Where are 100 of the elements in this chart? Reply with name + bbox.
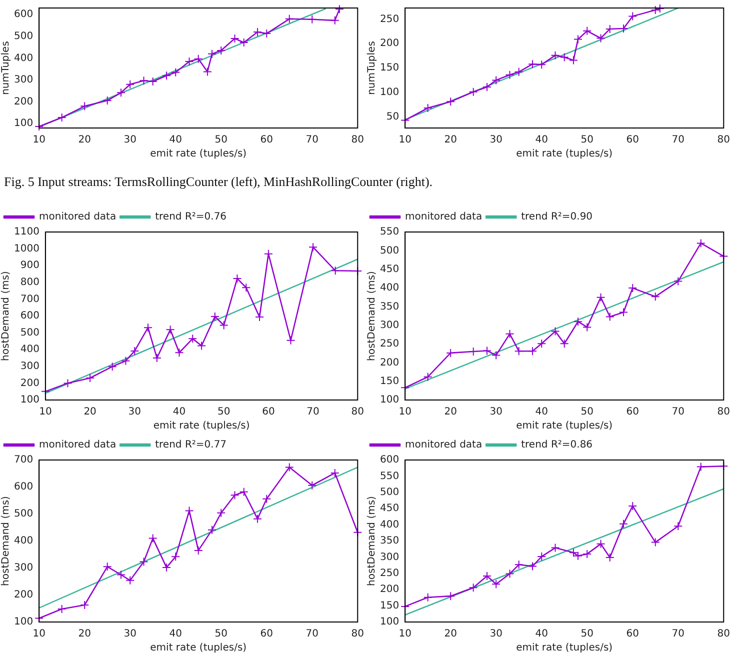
x-tick-label: 20 <box>444 628 457 640</box>
point <box>184 56 194 66</box>
point <box>619 308 628 317</box>
point <box>574 34 583 44</box>
y-tick-label: 500 <box>14 30 34 42</box>
point <box>63 378 72 388</box>
y-tick-label: 250 <box>380 568 400 579</box>
x-tick-label: 10 <box>398 406 412 418</box>
y-tick-label: 100 <box>380 394 400 406</box>
point <box>208 49 217 58</box>
point <box>284 462 294 472</box>
point <box>582 549 592 558</box>
y-tick-label: 800 <box>20 276 40 288</box>
y-axis-title: hostDemand (ms) <box>366 270 378 361</box>
point <box>202 67 212 76</box>
point <box>582 26 592 36</box>
point <box>596 34 606 43</box>
x-tick-label: 70 <box>306 628 318 640</box>
point <box>239 38 248 47</box>
point <box>468 346 478 356</box>
point <box>57 604 66 614</box>
x-tick-label: 30 <box>490 134 502 146</box>
x-tick-label: 60 <box>626 628 639 640</box>
x-axis-title: emit rate (tuples/s) <box>516 420 613 432</box>
x-tick-label: 40 <box>172 406 186 418</box>
point <box>216 46 226 56</box>
point <box>230 490 240 500</box>
y-tick-label: 150 <box>380 376 400 387</box>
x-tick-label: 10 <box>398 134 412 146</box>
point <box>537 339 546 348</box>
point <box>628 502 638 511</box>
x-tick-label: 70 <box>306 406 320 418</box>
point <box>446 348 456 358</box>
x-tick-label: 40 <box>535 406 548 418</box>
point <box>628 284 638 292</box>
x-tick-label: 30 <box>124 134 136 146</box>
y-tick-label: 50 <box>386 111 400 122</box>
point <box>423 104 432 112</box>
y-tick-label: 400 <box>380 519 400 530</box>
legend-label: trend R²=0.90 <box>521 212 593 223</box>
point <box>139 76 148 86</box>
x-tick-label: 80 <box>717 406 730 418</box>
point <box>650 5 660 14</box>
point <box>255 312 264 322</box>
point <box>514 346 524 356</box>
x-tick-label: 30 <box>124 628 136 640</box>
x-tick-label: 50 <box>580 134 594 146</box>
point <box>482 346 492 356</box>
point <box>446 592 456 601</box>
point <box>528 346 538 356</box>
caption: Fig. 5 Input streams: TermsRollingCounter (left), MinHashRollingCounter (right). <box>4 174 433 190</box>
y-tick-label: 400 <box>20 344 40 356</box>
point <box>492 580 501 589</box>
point <box>696 462 706 472</box>
point <box>232 274 242 284</box>
point <box>550 326 560 336</box>
x-tick-label: 10 <box>398 628 412 640</box>
y-tick-label: 300 <box>20 360 40 372</box>
point <box>308 242 318 252</box>
y-tick-label: 600 <box>380 454 400 466</box>
x-tick-label: 50 <box>214 134 228 146</box>
point <box>492 350 501 360</box>
y-tick-label: 600 <box>20 310 40 322</box>
point <box>650 292 660 302</box>
y-tick-label: 100 <box>380 86 400 98</box>
point <box>188 334 198 344</box>
y-tick-label: 300 <box>380 552 400 563</box>
y-tick-label: 350 <box>380 536 400 547</box>
point <box>330 468 340 478</box>
point <box>674 276 683 286</box>
y-tick-label: 100 <box>14 118 34 130</box>
y-tick-label: 550 <box>380 226 400 238</box>
y-tick-label: 250 <box>380 338 400 350</box>
point <box>605 553 614 562</box>
y-tick-label: 300 <box>14 74 34 86</box>
point <box>308 14 317 24</box>
point <box>86 373 95 382</box>
point <box>468 87 478 96</box>
point <box>482 571 492 580</box>
y-tick-label: 400 <box>380 282 400 294</box>
point <box>148 77 158 86</box>
y-tick-label: 400 <box>14 536 34 547</box>
point <box>446 97 456 106</box>
legend-label: trend R²=0.77 <box>155 440 227 451</box>
y-tick-label: 550 <box>380 470 400 482</box>
x-axis-title: emit rate (tuples/s) <box>516 148 613 160</box>
point <box>628 12 638 21</box>
point <box>308 480 317 490</box>
point <box>197 341 206 350</box>
point <box>108 362 117 372</box>
point <box>152 354 162 362</box>
legend-label: monitored data <box>405 440 482 451</box>
y-tick-label: 300 <box>380 320 400 331</box>
point <box>253 514 262 524</box>
point <box>80 600 90 610</box>
y-tick-label: 500 <box>20 327 40 338</box>
point <box>102 96 112 106</box>
point <box>102 562 112 572</box>
x-axis-title: emit rate (tuples/s) <box>153 420 250 432</box>
x-tick-label: 60 <box>626 134 639 146</box>
